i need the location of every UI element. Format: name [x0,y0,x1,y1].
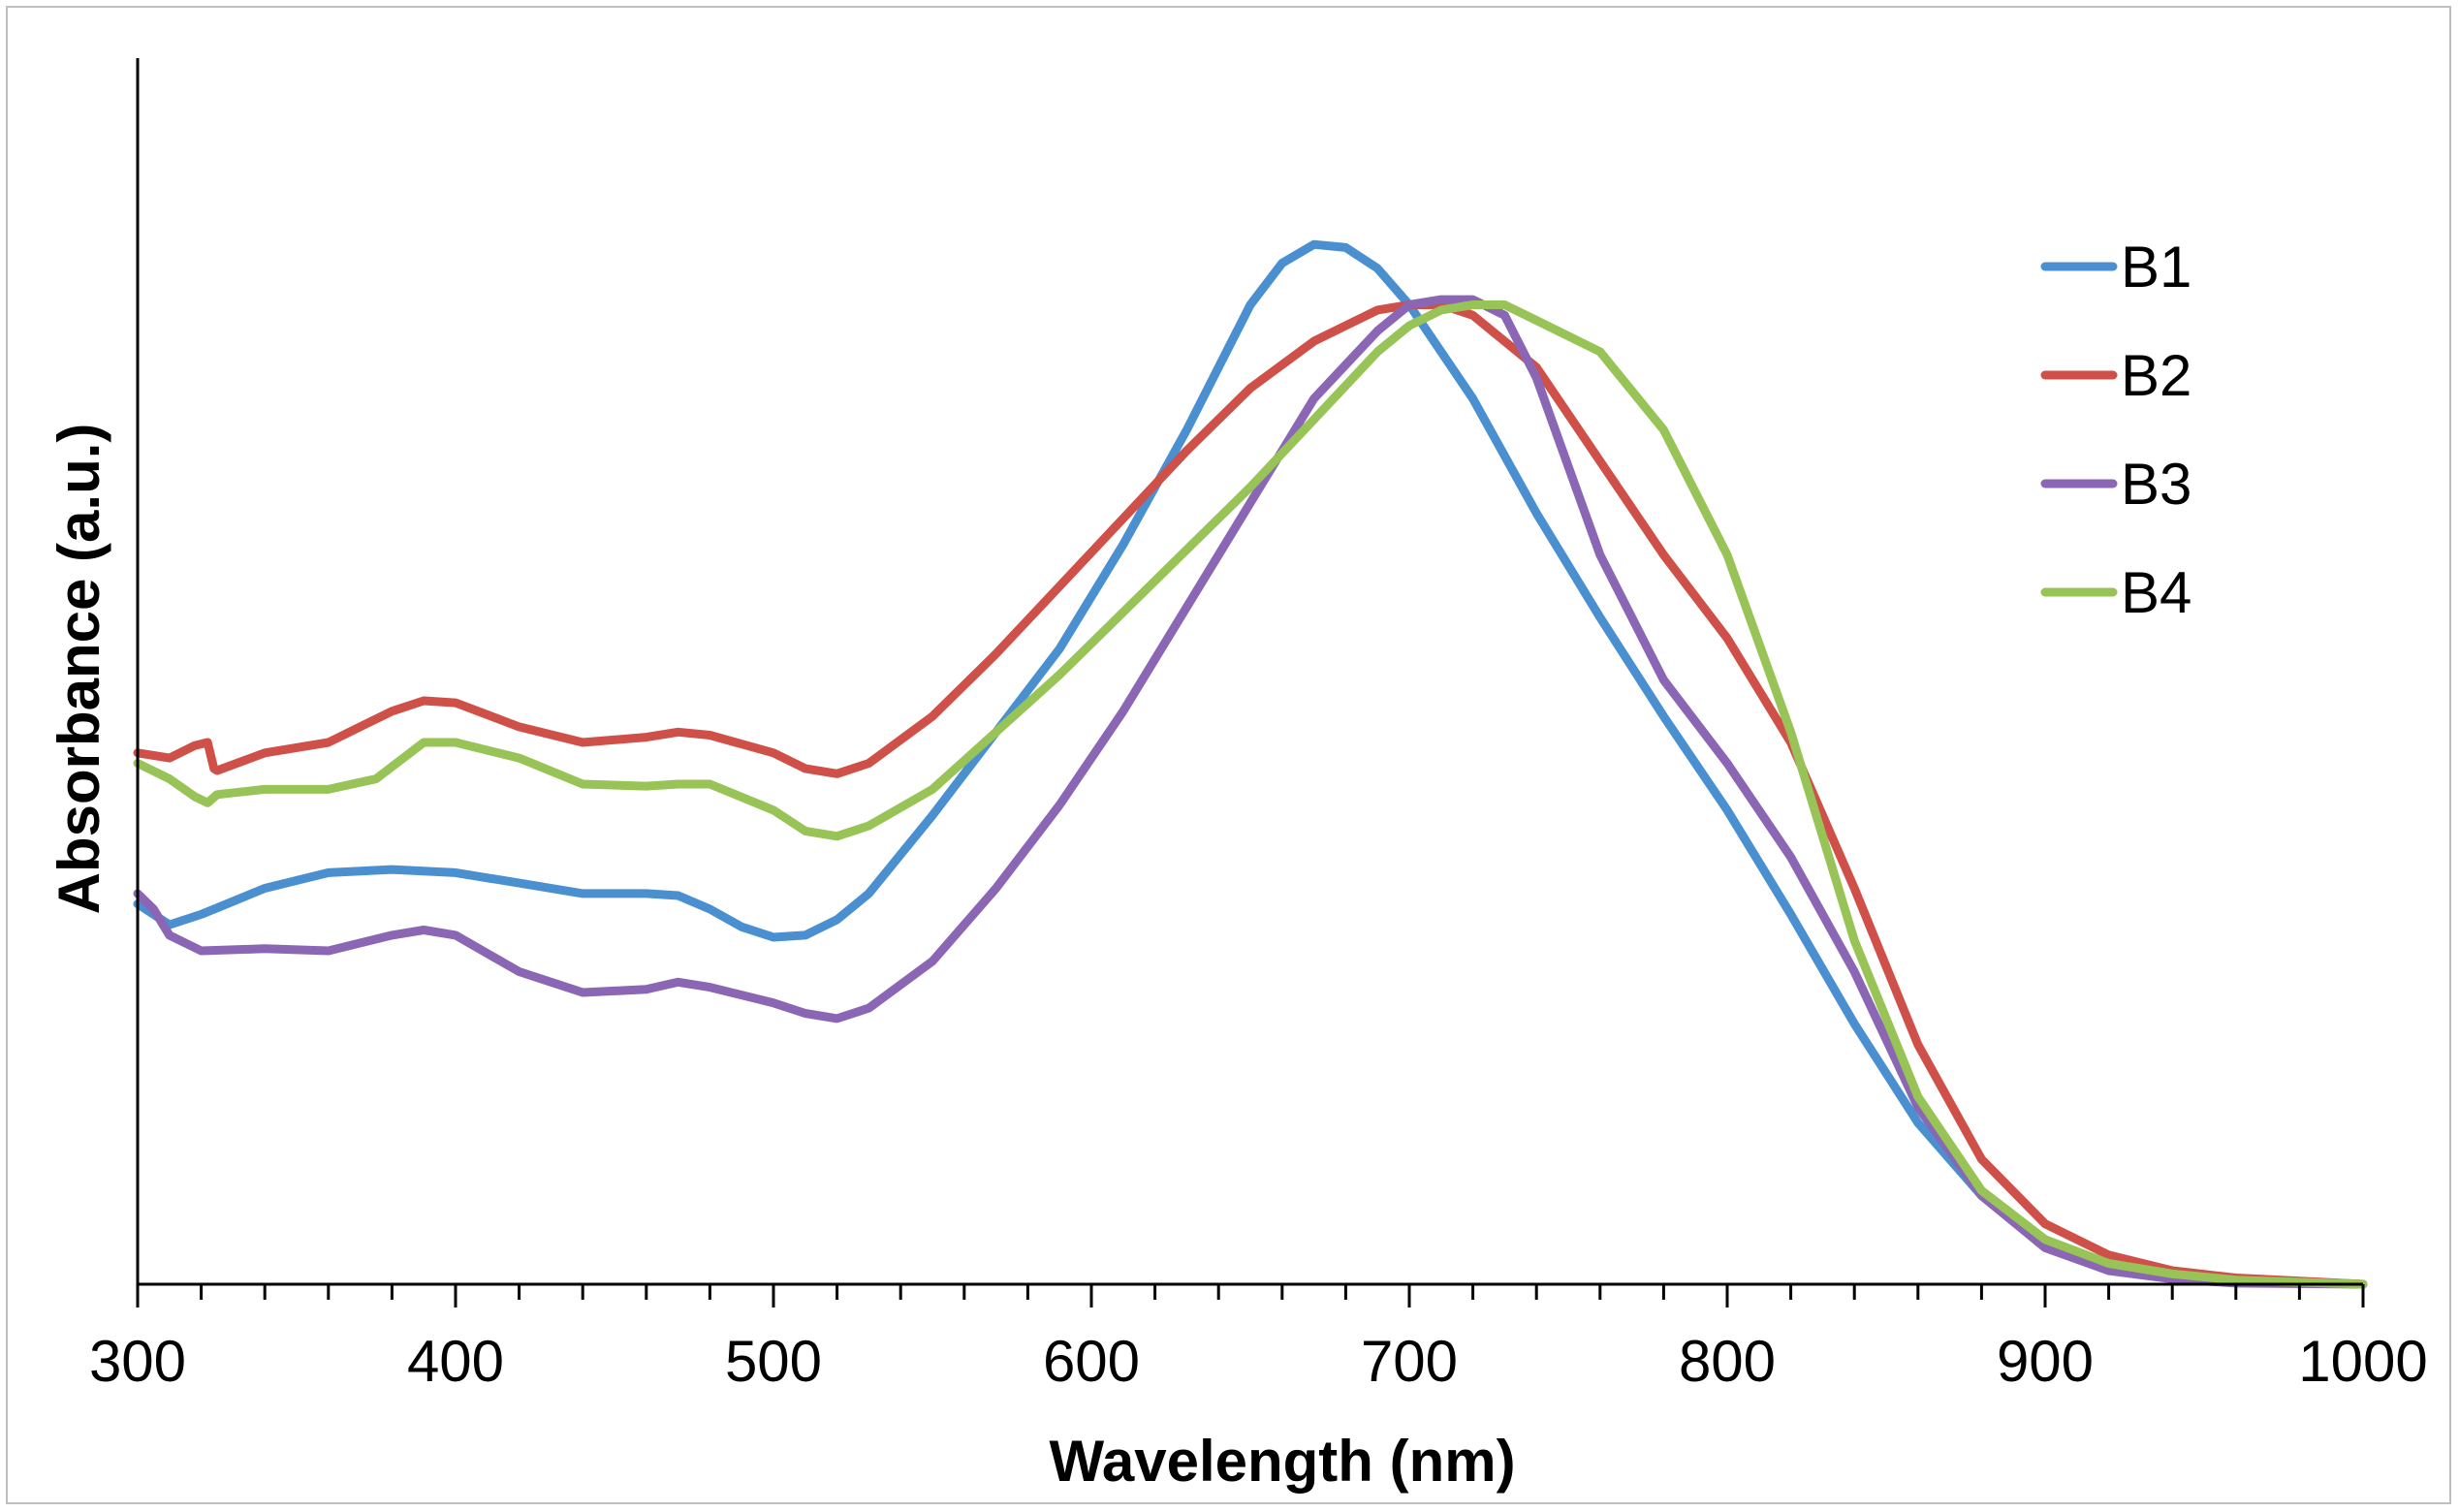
y-axis-title: Absorbance (a.u.) [47,424,111,915]
legend-item-b2: B2 [2040,343,2191,408]
legend-label: B4 [2121,560,2191,625]
x-axis-title: Wavelength (nm) [1049,1429,1515,1494]
legend-item-b4: B4 [2040,560,2191,625]
x-tick-label: 400 [407,1329,504,1394]
legend-item-b1: B1 [2040,235,2191,299]
legend-label: B2 [2121,343,2191,408]
series-line-b1 [133,239,2368,1289]
x-tick-label: 300 [89,1329,186,1394]
axes-layer [136,58,2363,1286]
legend: B1 B2 B3 B4 [2040,235,2191,625]
series-line-b3 [133,295,2368,1289]
series-line-b4 [133,300,2368,1289]
series-line-b2 [133,300,2368,1289]
x-tick-label: 800 [1679,1329,1776,1394]
legend-label: B1 [2121,235,2191,299]
legend-item-b3: B3 [2040,452,2191,517]
x-tick-label: 600 [1043,1329,1140,1394]
x-tick-label: 900 [1997,1329,2094,1394]
x-ticks: 300 400 500 600 700 800 900 1000 [89,1284,2428,1394]
x-tick-label: 500 [725,1329,822,1394]
x-tick-label: 700 [1361,1329,1458,1394]
series-layer [133,239,2368,1289]
legend-label: B3 [2121,452,2191,517]
x-tick-label: 1000 [2298,1329,2427,1394]
